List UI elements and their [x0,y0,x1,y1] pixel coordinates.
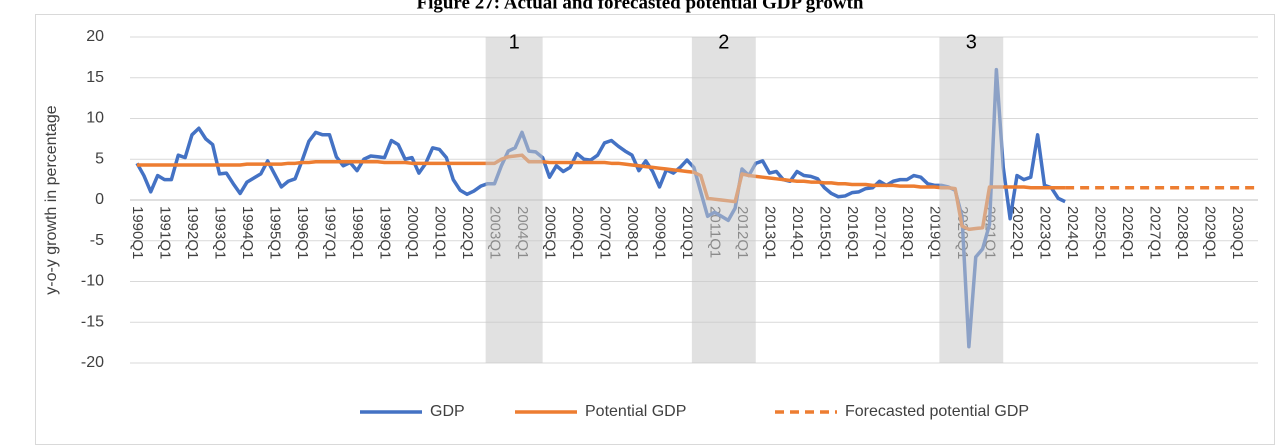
x-tick-label: 2022Q1 [1009,206,1026,259]
shaded-period [939,37,1004,363]
y-tick-label: -10 [81,273,104,290]
y-tick-label: -20 [81,354,104,371]
chart-title: Figure 27: Actual and forecasted potenti… [416,0,863,13]
x-tick-label: 2008Q1 [624,206,641,259]
x-tick-label: 2030Q1 [1229,206,1246,259]
x-tick-label: 1992Q1 [184,206,201,259]
x-tick-label: 1990Q1 [129,206,146,259]
series-line [135,67,1066,349]
y-tick-label: 0 [95,191,104,208]
x-tick-label: 2018Q1 [899,206,916,259]
y-tick-label: 5 [95,150,104,167]
period-label: 1 [509,31,520,53]
x-tick-label: 1999Q1 [377,206,394,259]
y-tick-label: -15 [81,313,104,330]
x-tick-label: 1991Q1 [157,206,174,259]
x-tick-label: 1994Q1 [239,206,256,259]
x-tick-label: 2026Q1 [1119,206,1136,259]
x-tick-label: 2017Q1 [872,206,889,259]
period-label: 2 [718,31,729,53]
legend-label: GDP [430,403,465,420]
x-tick-label: 2028Q1 [1174,206,1191,259]
x-tick-label: 2015Q1 [817,206,834,259]
x-tick-label: 2009Q1 [652,206,669,259]
x-tick-label: 2000Q1 [404,206,421,259]
y-tick-label: 20 [86,28,104,45]
y-tick-label: -5 [90,232,104,249]
x-tick-label: 2016Q1 [844,206,861,259]
x-tick-label: 2002Q1 [459,206,476,259]
y-tick-label: 15 [86,69,104,86]
x-tick-label: 2006Q1 [569,206,586,259]
x-tick-label: 2023Q1 [1037,206,1054,259]
x-tick-label: 2024Q1 [1064,206,1081,259]
x-tick-label: 1997Q1 [322,206,339,259]
x-tick-label: 2014Q1 [789,206,806,259]
x-tick-label: 2010Q1 [679,206,696,259]
x-tick-label: 2001Q1 [432,206,449,259]
y-tick-label: 10 [86,110,104,127]
x-tick-label: 2029Q1 [1202,206,1219,259]
x-tick-label: 2019Q1 [927,206,944,259]
x-tick-label: 1993Q1 [212,206,229,259]
x-tick-label: 2025Q1 [1092,206,1109,259]
x-tick-label: 1998Q1 [349,206,366,259]
x-tick-label: 2013Q1 [762,206,779,259]
y-axis-label: y-o-y growth in percentage [43,105,60,295]
shaded-period [691,37,756,363]
x-tick-label: 2005Q1 [542,206,559,259]
series-line [137,153,1066,232]
legend-label: Forecasted potential GDP [845,403,1029,420]
chart-border [35,14,1275,445]
legend-label: Potential GDP [585,403,686,420]
shaded-period [485,37,543,363]
x-tick-label: 1995Q1 [267,206,284,259]
x-tick-label: 2007Q1 [597,206,614,259]
x-tick-label: 1996Q1 [294,206,311,259]
x-tick-label: 2027Q1 [1147,206,1164,259]
period-label: 3 [966,31,977,53]
